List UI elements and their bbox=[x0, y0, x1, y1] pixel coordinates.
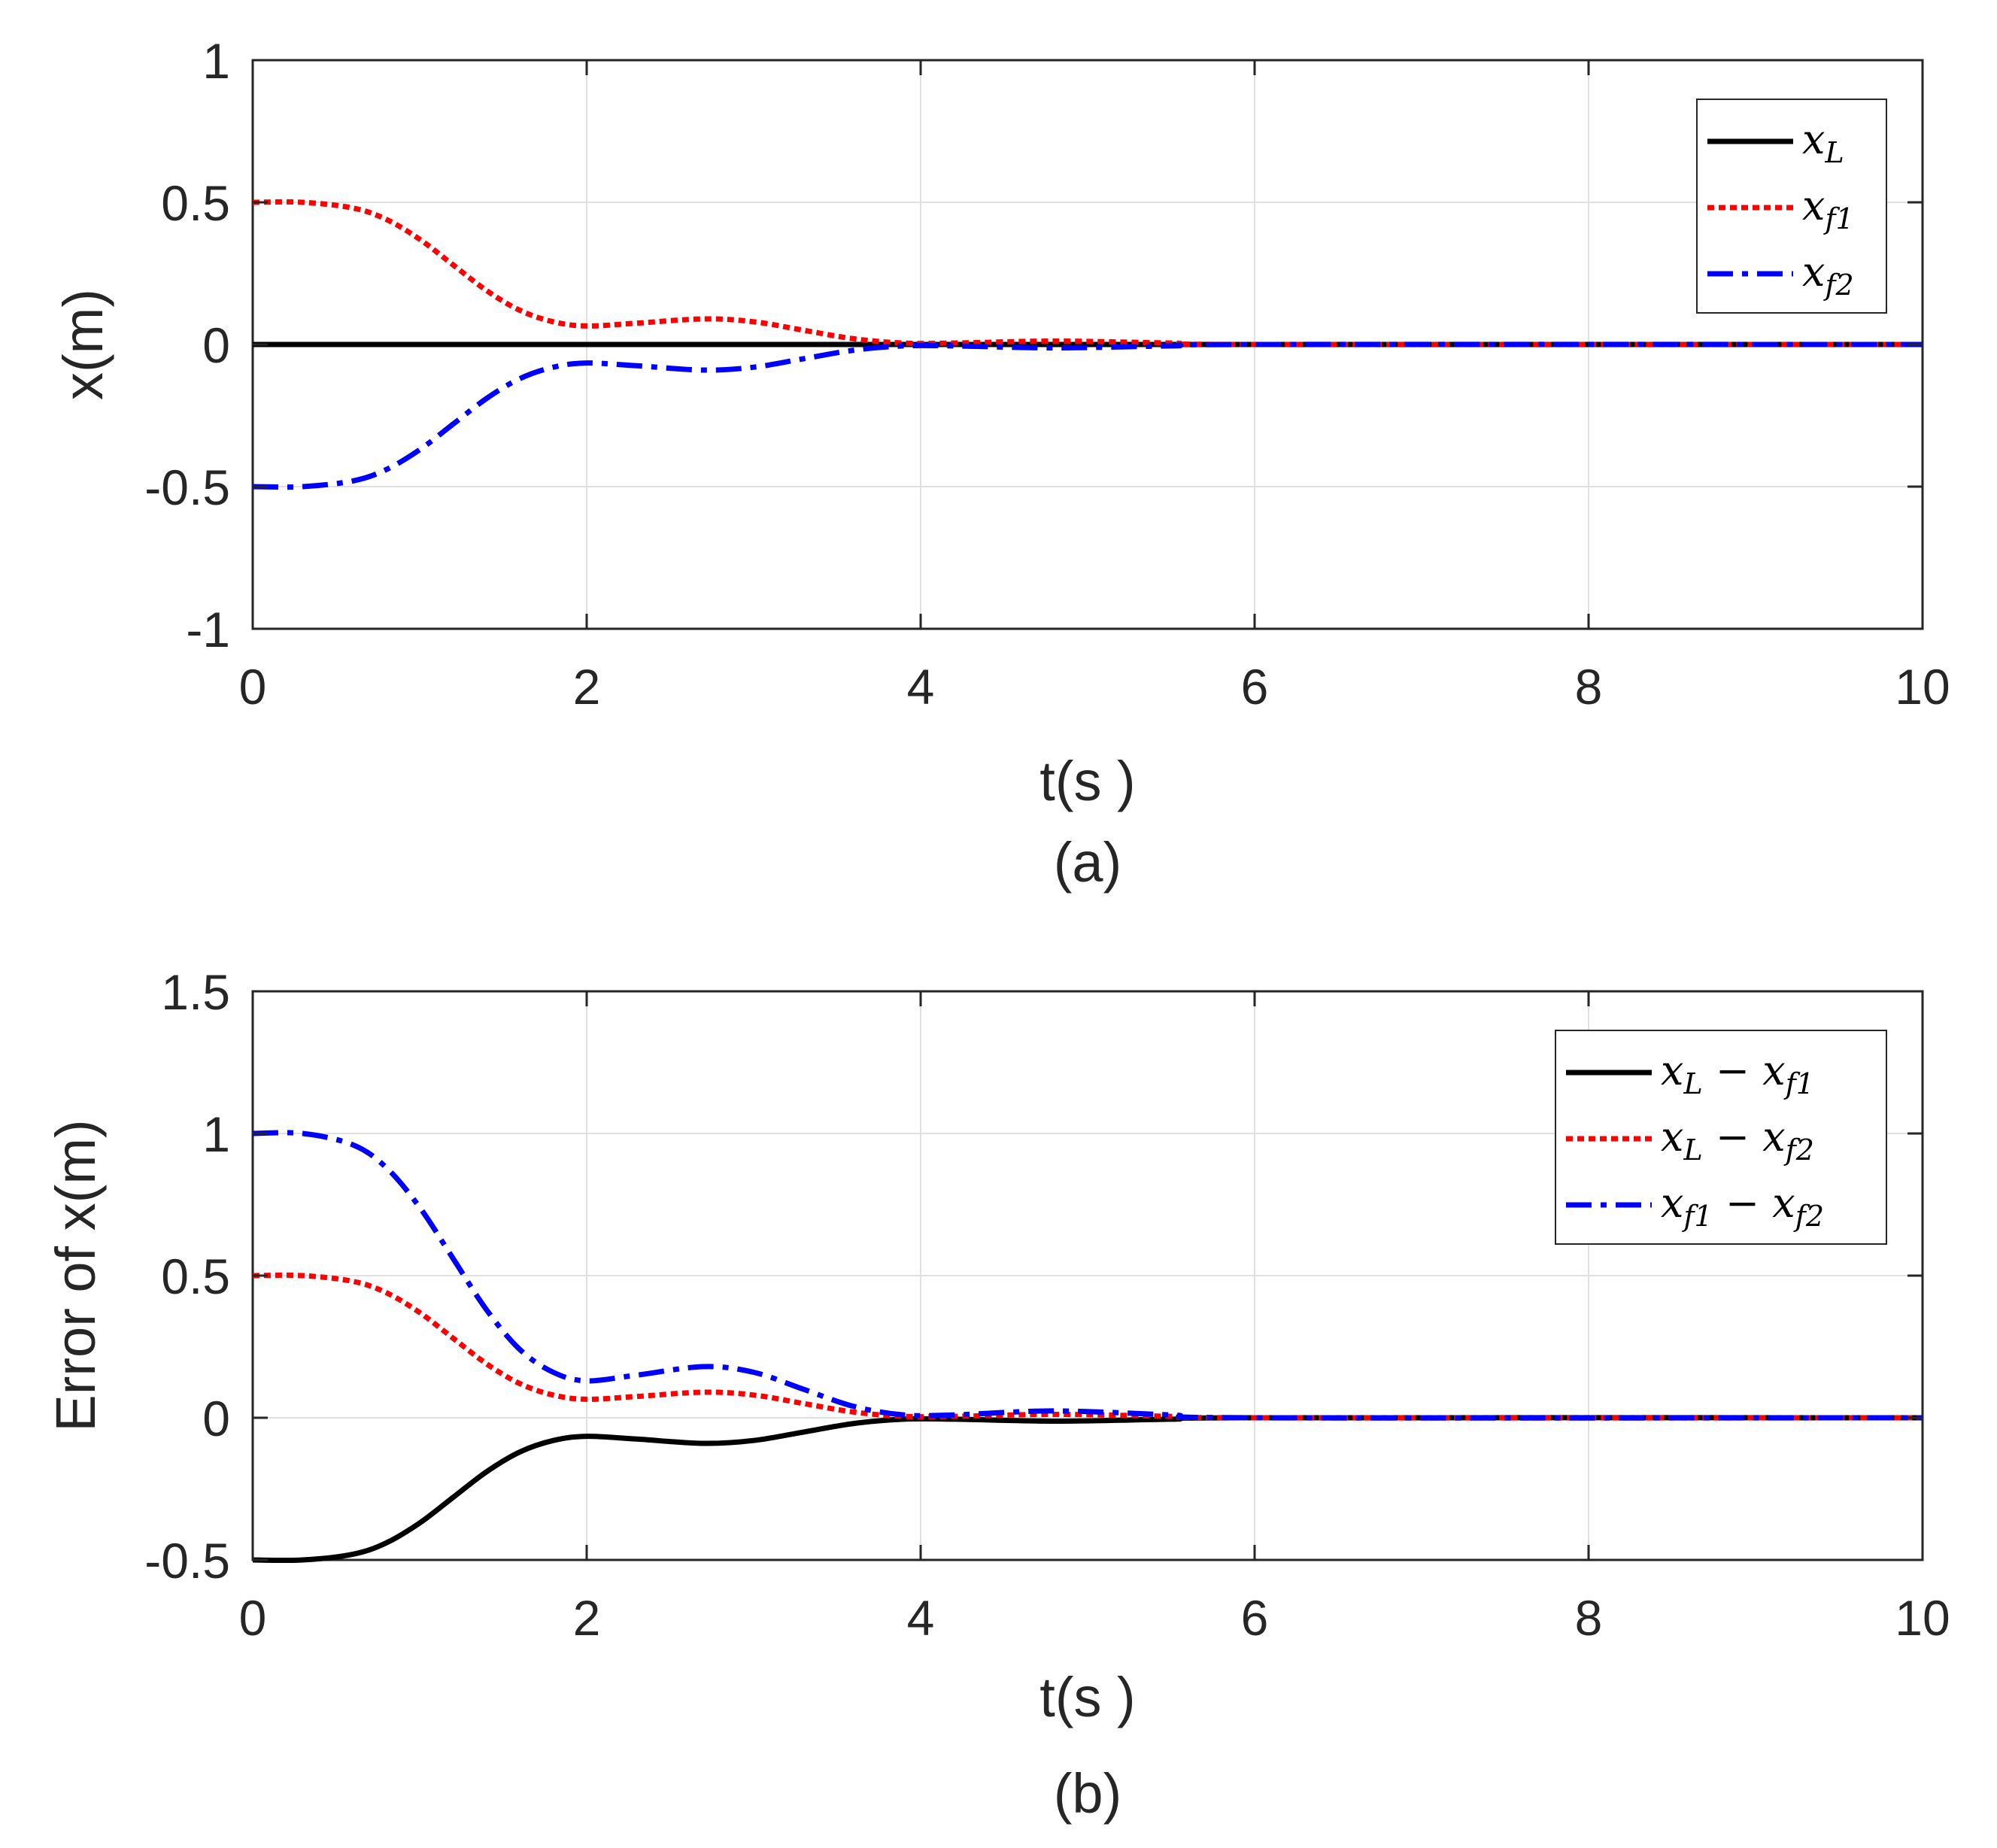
legend-label: xf2 bbox=[1802, 248, 1854, 302]
series-line-x-l-x-f2 bbox=[252, 1272, 1923, 1421]
x-tick-label: 6 bbox=[1241, 1590, 1269, 1646]
series-line-x-f2 bbox=[252, 341, 1923, 490]
x-tick-label: 8 bbox=[1575, 1590, 1603, 1646]
series-line-x-f1-x-f2 bbox=[252, 1130, 1923, 1421]
ticks-b: 0 2 4 6 8 10-0.500.511.5 bbox=[144, 964, 1950, 1646]
series-b bbox=[252, 1130, 1923, 1564]
legend-label: xf1 − xf2 bbox=[1661, 1179, 1824, 1233]
y-axis-label-a: x(m) bbox=[52, 289, 114, 400]
caption-a: (a) bbox=[1054, 831, 1121, 894]
series-line-x-f1 bbox=[252, 199, 1923, 347]
legend-label: xL bbox=[1802, 116, 1844, 169]
y-tick-label: 0.5 bbox=[161, 175, 230, 231]
x-axis-label-a: t(s ) bbox=[1039, 750, 1135, 812]
legend-label: xL − xf2 bbox=[1661, 1113, 1814, 1167]
x-tick-label: 6 bbox=[1241, 659, 1269, 715]
x-tick-label: 10 bbox=[1895, 659, 1950, 715]
x-tick-label: 2 bbox=[573, 659, 601, 715]
legend-label: xL − xf1 bbox=[1661, 1047, 1814, 1100]
y-tick-label: 0 bbox=[202, 1391, 230, 1446]
y-tick-label: 0.5 bbox=[161, 1249, 230, 1304]
caption-b: (b) bbox=[1054, 1762, 1121, 1825]
series-line-x-l-x-f1 bbox=[252, 1415, 1923, 1564]
x-tick-label: 4 bbox=[907, 1590, 935, 1646]
x-tick-label: 2 bbox=[573, 1590, 601, 1646]
panel-a: 0 2 4 6 8 10-1-0.500.51 t(s ) x(m) (a) xLxf1x… bbox=[52, 33, 1950, 894]
series-a bbox=[252, 199, 1923, 490]
y-tick-label: 0 bbox=[202, 317, 230, 373]
y-tick-label: -1 bbox=[186, 602, 230, 657]
y-tick-label: 1.5 bbox=[161, 964, 230, 1020]
y-axis-label-b: Error of x(m) bbox=[44, 1119, 107, 1431]
x-tick-label: 0 bbox=[239, 659, 267, 715]
x-tick-label: 10 bbox=[1895, 1590, 1950, 1646]
x-tick-label: 8 bbox=[1575, 659, 1603, 715]
legend-b: xL − xf1 xL − xf2 xf1 − xf2 bbox=[1555, 1030, 1887, 1245]
ticks-a: 0 2 4 6 8 10 -1 -0.5 0 0.5 1 bbox=[144, 33, 1950, 715]
y-tick-label: -0.5 bbox=[144, 1533, 230, 1589]
y-tick-label: 1 bbox=[202, 1106, 230, 1162]
legend-box bbox=[1555, 1030, 1887, 1245]
x-axis-label-b: t(s ) bbox=[1039, 1666, 1135, 1728]
x-tick-label: 4 bbox=[907, 659, 935, 715]
y-tick-label: -0.5 bbox=[144, 460, 230, 515]
panel-b: 0 2 4 6 8 10-0.500.511.5 t(s ) Error of x(m) … bbox=[44, 964, 1950, 1825]
legend-a: xL xf1 xf2 bbox=[1696, 99, 1887, 314]
x-tick-label: 0 bbox=[239, 1590, 267, 1646]
legend-label: xf1 bbox=[1802, 182, 1854, 235]
y-tick-label: 1 bbox=[202, 33, 230, 89]
